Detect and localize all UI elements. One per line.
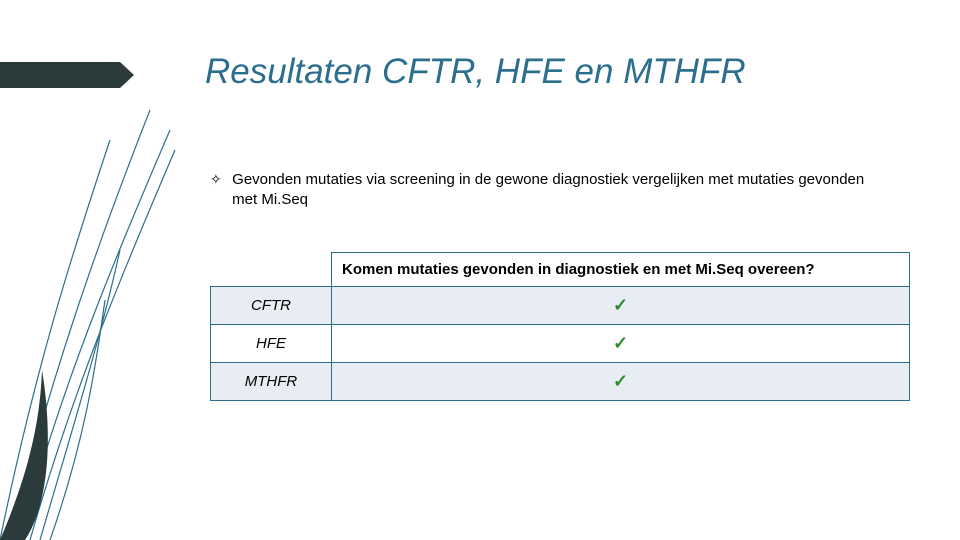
bullet-item: ✧ Gevonden mutaties via screening in de …	[210, 170, 890, 211]
row-value: ✓	[332, 363, 910, 401]
decorative-leaves	[0, 40, 220, 540]
table-row: CFTR ✓	[211, 287, 910, 325]
check-icon: ✓	[613, 295, 628, 315]
check-icon: ✓	[613, 371, 628, 391]
row-value: ✓	[332, 287, 910, 325]
bullet-text: Gevonden mutaties via screening in de ge…	[232, 170, 872, 211]
table-corner-empty	[211, 253, 332, 287]
row-label: HFE	[211, 325, 332, 363]
table-row: HFE ✓	[211, 325, 910, 363]
row-value: ✓	[332, 325, 910, 363]
slide-title: Resultaten CFTR, HFE en MTHFR	[205, 52, 746, 92]
check-icon: ✓	[613, 333, 628, 353]
bullet-marker-icon: ✧	[210, 170, 228, 189]
table-header: Komen mutaties gevonden in diagnostiek e…	[332, 253, 910, 287]
accent-bar	[0, 62, 120, 88]
row-label: CFTR	[211, 287, 332, 325]
table-row: MTHFR ✓	[211, 363, 910, 401]
results-table: Komen mutaties gevonden in diagnostiek e…	[210, 252, 910, 401]
row-label: MTHFR	[211, 363, 332, 401]
